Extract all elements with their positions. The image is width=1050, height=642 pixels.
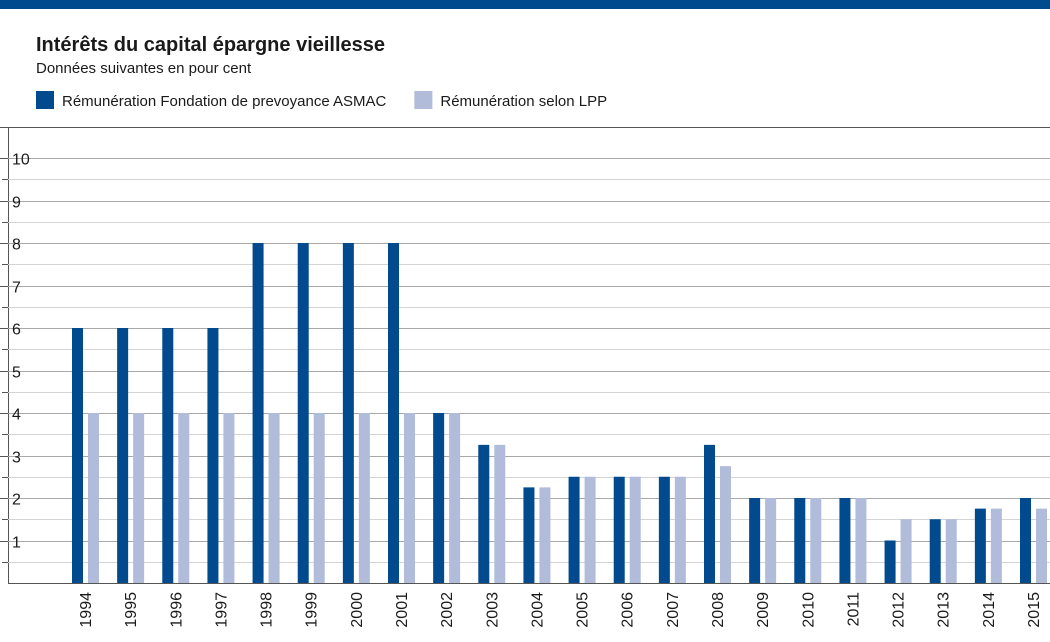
x-tick-label: 2008 — [710, 592, 727, 628]
x-tick-label: 2000 — [349, 592, 366, 628]
x-tick-label: 2002 — [439, 592, 456, 628]
bar — [252, 243, 264, 583]
bar — [884, 540, 896, 583]
legend-swatch — [414, 91, 433, 109]
bar — [178, 413, 190, 583]
legend-label: Rémunération selon LPP — [440, 93, 607, 110]
bar — [658, 476, 670, 583]
legend-label: Rémunération Fondation de prevoyance ASM… — [62, 93, 387, 110]
bar — [674, 476, 686, 583]
bar — [297, 243, 309, 583]
chart-subtitle: Données suivantes en pour cent — [36, 60, 252, 77]
bar — [749, 498, 761, 583]
bar — [449, 413, 461, 583]
bar — [945, 519, 957, 583]
bar — [88, 413, 99, 583]
bar — [494, 444, 506, 583]
bar — [974, 508, 986, 583]
bar — [839, 498, 851, 583]
x-tick-label: 1997 — [213, 592, 230, 628]
bar — [117, 328, 129, 583]
bar — [720, 466, 731, 583]
bar — [810, 498, 822, 583]
y-tick-label: 7 — [12, 280, 21, 297]
x-tick-label: 2001 — [394, 592, 411, 628]
bar — [584, 476, 596, 583]
bar — [1036, 508, 1047, 583]
legend-swatch — [36, 91, 54, 109]
y-tick-label: 10 — [12, 152, 30, 169]
bar — [855, 498, 867, 583]
bar — [613, 476, 625, 583]
bar — [223, 413, 235, 583]
x-tick-label: 2010 — [800, 592, 817, 628]
bar — [342, 243, 354, 583]
x-tick-label: 2007 — [665, 592, 682, 628]
x-tick-label: 1994 — [78, 592, 95, 628]
bar — [313, 413, 325, 583]
bar — [72, 328, 83, 583]
bar — [629, 476, 641, 583]
x-tick-label: 1999 — [304, 592, 321, 628]
y-tick-label: 8 — [12, 237, 21, 254]
bar — [404, 413, 415, 583]
top-band — [0, 0, 1050, 9]
y-tick-label: 5 — [12, 365, 21, 382]
bar — [358, 413, 370, 583]
bar — [765, 498, 777, 583]
x-tick-label: 1998 — [259, 592, 276, 628]
x-tick-label: 2014 — [981, 592, 998, 628]
bar — [900, 519, 912, 583]
x-tick-label: 2013 — [936, 592, 953, 628]
y-tick-label: 9 — [12, 195, 21, 212]
bar — [433, 413, 445, 583]
y-tick-label: 2 — [12, 492, 21, 509]
chart-title: Intérêts du capital épargne vieillesse — [36, 34, 385, 56]
bar — [539, 487, 551, 583]
x-tick-label: 2004 — [529, 592, 546, 628]
x-tick-label: 2009 — [755, 592, 772, 628]
bar — [388, 243, 399, 583]
bar — [133, 413, 145, 583]
bar — [568, 476, 580, 583]
bar — [1020, 498, 1031, 583]
x-tick-label: 2003 — [484, 592, 501, 628]
x-tick-label: 1996 — [168, 592, 185, 628]
y-tick-label: 3 — [12, 450, 21, 467]
bar — [704, 444, 715, 583]
bar — [523, 487, 535, 583]
bar — [162, 328, 174, 583]
bar — [268, 413, 280, 583]
bar — [478, 444, 490, 583]
x-tick-label: 2005 — [575, 592, 592, 628]
bar — [929, 519, 941, 583]
y-tick-label: 1 — [12, 535, 21, 552]
bar — [990, 508, 1002, 583]
y-tick-label: 6 — [12, 322, 21, 339]
x-tick-label: 2015 — [1026, 592, 1043, 628]
x-tick-label: 1995 — [123, 592, 140, 628]
x-tick-label: 2011 — [845, 592, 862, 627]
bar — [207, 328, 219, 583]
x-tick-label: 2006 — [620, 592, 637, 628]
bar — [794, 498, 806, 583]
y-tick-label: 4 — [12, 407, 21, 424]
x-tick-label: 2012 — [891, 592, 908, 628]
